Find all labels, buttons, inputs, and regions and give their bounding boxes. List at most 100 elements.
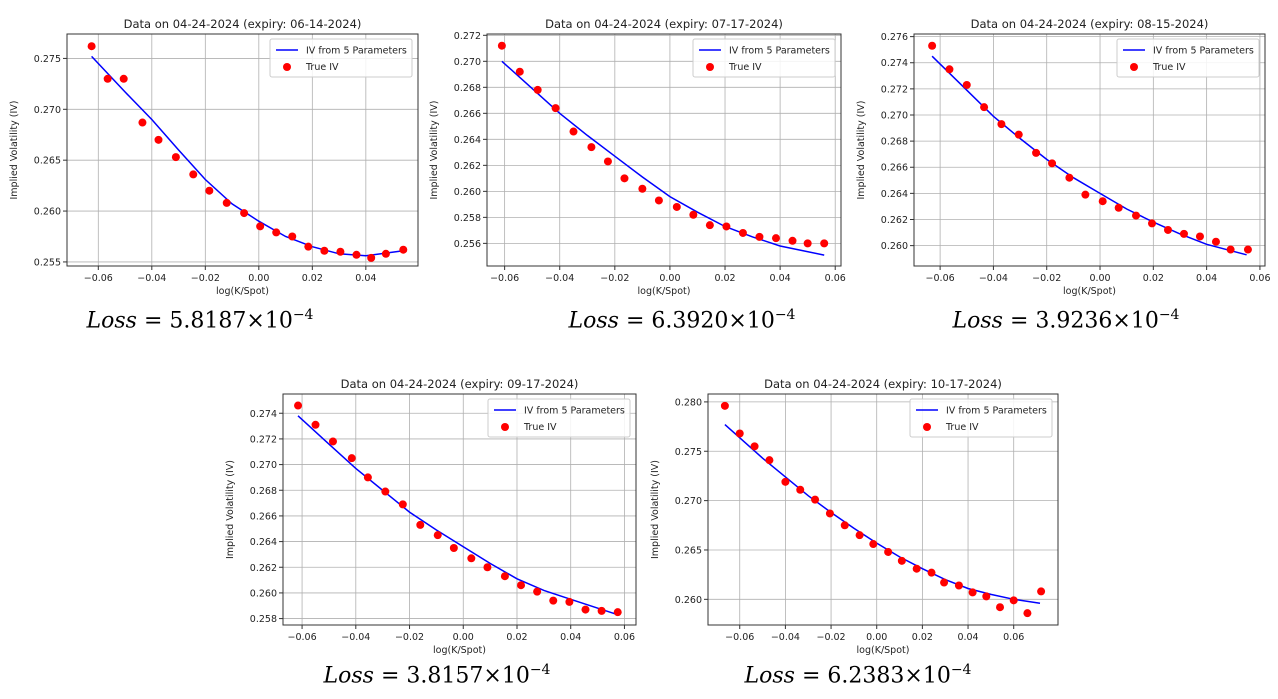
loss-exponent: −4: [1158, 307, 1180, 323]
true-iv-point: [884, 547, 893, 556]
loss-label: Loss: [568, 308, 619, 334]
true-iv-point: [381, 249, 390, 258]
legend-label: IV from 5 Parameters: [306, 46, 407, 57]
true-iv-point: [449, 544, 458, 552]
true-iv-point: [549, 596, 558, 605]
chart-1: −0.06 −0.04 −0.02 0.00 0.02 0.04 0.255 0.260 0.2…: [9, 17, 419, 297]
true-iv-point: [945, 65, 954, 74]
x-tick-label: −0.06: [490, 273, 519, 284]
true-iv-point: [735, 429, 744, 438]
legend-box: [692, 38, 836, 78]
true-iv-point: [336, 247, 345, 256]
loss-exponent: −4: [950, 662, 972, 678]
true-iv-point: [996, 603, 1005, 612]
y-tick-label: 0.262: [454, 161, 481, 172]
legend-box: [909, 398, 1053, 438]
true-iv-point: [87, 42, 96, 51]
x-tick-label: 0.06: [1249, 273, 1270, 284]
true-iv-point: [587, 143, 596, 152]
true-iv-point: [738, 228, 747, 237]
true-iv-point: [272, 228, 281, 237]
true-iv-point: [352, 250, 361, 259]
true-iv-point: [347, 454, 356, 463]
true-iv-point: [205, 186, 214, 195]
legend-dot-swatch: [1130, 63, 1138, 71]
legend-label: True IV: [1152, 62, 1186, 73]
true-iv-point: [980, 103, 989, 112]
true-iv-point: [467, 554, 476, 563]
y-tick-label: 0.272: [250, 434, 277, 445]
legend-label: True IV: [945, 422, 979, 433]
x-axis-label: log(K/Spot): [216, 286, 269, 297]
true-iv-point: [720, 401, 729, 410]
x-tick-label: 0.00: [1089, 273, 1110, 284]
fit-curve-line: [297, 415, 618, 616]
x-tick-label: −0.02: [816, 632, 845, 643]
true-iv-point: [796, 485, 805, 494]
loss-label: Loss: [952, 308, 1003, 334]
true-iv-point: [497, 41, 506, 50]
true-iv-point: [705, 221, 714, 230]
x-tick-label: 0.04: [355, 273, 376, 284]
true-iv-point: [1009, 596, 1018, 605]
x-tick-label: 0.02: [302, 273, 323, 284]
loss-value: = 3.9236×10: [1009, 308, 1159, 334]
true-iv-point: [855, 531, 864, 540]
x-tick-label: −0.06: [288, 632, 317, 643]
y-tick-label: 0.255: [34, 257, 61, 268]
x-tick-label: −0.02: [600, 273, 629, 284]
chart-title: Data on 04-24-2024 (expiry: 09-17-2024): [341, 377, 579, 391]
chart-title: Data on 04-24-2024 (expiry: 10-17-2024): [764, 377, 1002, 391]
true-iv-point: [551, 104, 560, 113]
y-tick-label: 0.274: [250, 409, 277, 420]
y-tick-label: 0.258: [454, 213, 481, 224]
true-iv-point: [500, 572, 509, 581]
y-tick-label: 0.258: [250, 614, 277, 625]
legend-dot-swatch: [706, 63, 714, 71]
x-tick-label: −0.06: [725, 632, 754, 643]
x-tick-label: −0.04: [979, 273, 1008, 284]
y-tick-label: 0.274: [881, 58, 908, 69]
y-tick-label: 0.270: [881, 110, 908, 121]
legend-label: IV from 5 Parameters: [524, 406, 625, 417]
chart-4: −0.06 −0.04 −0.02 0.00 0.02 0.04 0.06 0.258 0.26…: [225, 377, 637, 656]
true-iv-point: [288, 232, 297, 241]
true-iv-point: [433, 531, 442, 540]
true-iv-point: [189, 170, 198, 179]
legend-box: [1116, 38, 1260, 78]
true-iv-point: [517, 581, 526, 590]
true-iv-point: [803, 239, 812, 248]
true-iv-point: [515, 67, 524, 76]
axes-frame: [486, 33, 842, 267]
fit-curve-line: [91, 55, 404, 257]
loss-value: = 6.2383×10: [801, 663, 951, 689]
y-tick-label: 0.264: [454, 135, 481, 146]
true-iv-point: [750, 442, 759, 451]
legend-box: [487, 398, 631, 438]
loss-value: = 6.3920×10: [625, 308, 775, 334]
legend: IV from 5 Parameters True IV: [487, 398, 631, 438]
y-tick-label: 0.256: [454, 239, 481, 250]
y-tick-label: 0.268: [250, 486, 277, 497]
y-tick-label: 0.268: [454, 83, 481, 94]
x-tick-label: −0.04: [545, 273, 574, 284]
y-tick-label: 0.270: [250, 460, 277, 471]
loss-text: Loss = 5.8187×10−4: [87, 307, 314, 333]
x-tick-label: −0.04: [137, 273, 166, 284]
y-tick-label: 0.280: [675, 397, 702, 408]
x-tick-label: 0.04: [1196, 273, 1217, 284]
true-iv-point: [1037, 587, 1046, 596]
true-iv-point: [788, 236, 797, 245]
axes-frame: [282, 393, 637, 626]
chart-title: Data on 04-24-2024 (expiry: 08-15-2024): [971, 17, 1209, 31]
true-iv-point: [581, 605, 590, 614]
true-iv-point: [1048, 159, 1057, 168]
true-iv-point: [1098, 197, 1107, 206]
true-iv-point: [256, 222, 265, 231]
true-iv-point: [840, 521, 849, 530]
y-tick-label: 0.272: [454, 31, 481, 42]
x-axis-label: log(K/Spot): [638, 286, 691, 297]
true-iv-point: [1065, 173, 1074, 182]
true-iv-point: [399, 245, 408, 254]
